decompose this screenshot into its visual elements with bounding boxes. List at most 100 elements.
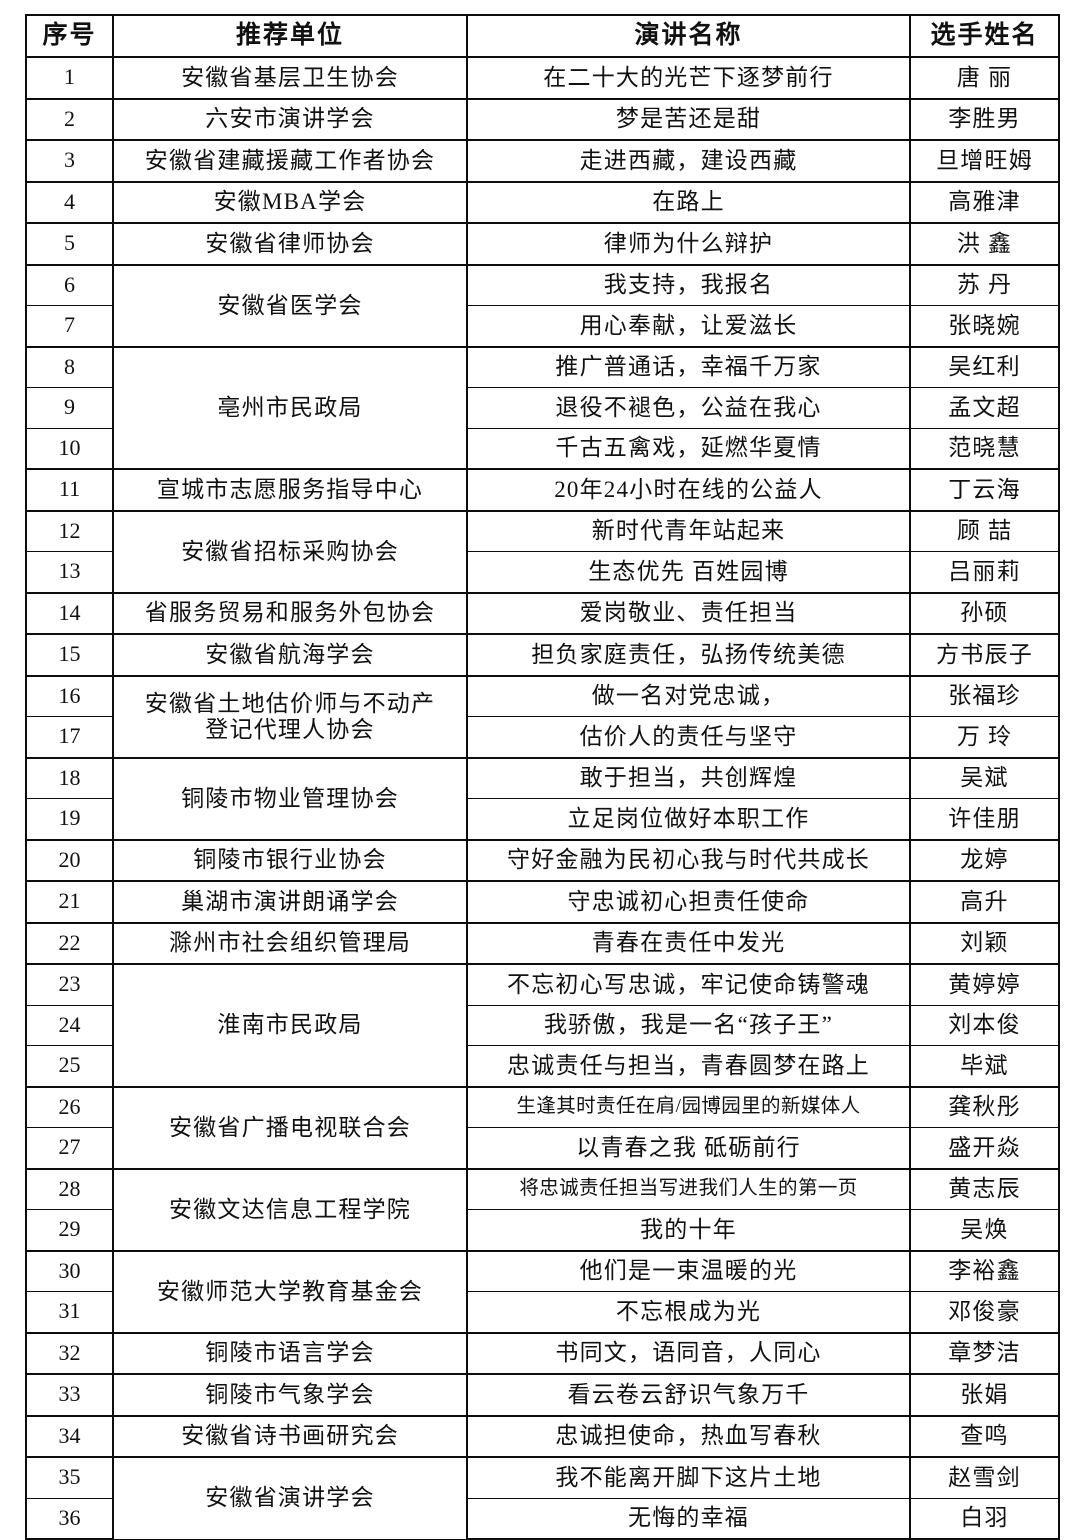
cell-seq: 26 [25,1085,114,1128]
cell-seq: 33 [25,1373,114,1416]
cell-seq: 13 [25,551,114,593]
table-row: 5 安徽省律师协会 律师为什么辩护洪 鑫 [25,222,1060,265]
cell-speech-title: 生态优先 百姓园博 [466,551,911,593]
cell-contestant-name: 孙硕 [909,591,1060,635]
cell-contestant-name: 张福珍 [909,674,1060,717]
cell-contestant-name: 张娟 [909,1373,1060,1416]
cell-organization: 安徽省医学会 [112,263,468,347]
cell-contestant-name: 吴红利 [909,345,1060,388]
table-row: 12 安徽省招标采购协会 新时代青年站起来顾 喆 [25,509,1060,593]
cell-speech-title: 忠诚责任与担当，青春圆梦在路上 [466,1045,911,1087]
table-row: 1 安徽省基层卫生协会 在二十大的光芒下逐梦前行唐 丽 [25,56,1060,99]
cell-seq: 34 [25,1414,114,1458]
cell-speech-title: 我的十年 [466,1209,911,1251]
cell-seq: 2 [25,97,114,141]
cell-seq: 19 [25,798,114,840]
cell-contestant-name: 许佳朋 [909,798,1060,840]
cell-organization: 淮南市民政局 [112,963,468,1087]
cell-seq: 15 [25,633,114,676]
cell-contestant-name: 洪 鑫 [909,222,1060,265]
table-row: 30 安徽师范大学教育基金会 他们是一束温暖的光 李裕鑫 [25,1249,1060,1333]
cell-contestant-name: 旦增旺姆 [909,139,1060,182]
cell-contestant-name: 方书辰子 [909,633,1060,676]
cell-contestant-name: 高升 [909,880,1060,923]
cell-seq: 10 [25,427,114,470]
cell-organization: 安徽省律师协会 [112,222,468,265]
cell-organization: 铜陵市物业管理协会 [112,756,468,840]
cell-organization: 安徽省诗书画研究会 [112,1414,468,1458]
cell-seq: 11 [25,468,114,511]
cell-organization: 铜陵市银行业协会 [112,838,468,882]
cell-contestant-name: 张晓婉 [909,305,1060,347]
cell-seq: 7 [25,305,114,347]
cell-speech-title: 20年24小时在线的公益人 [466,468,911,511]
cell-contestant-name: 吴焕 [909,1209,1060,1251]
table-row: 31 不忘根成为光 邓俊豪 [25,1291,1060,1333]
table-row: 2 六安市演讲学会 梦是苦还是甜 李胜男 [25,97,1060,141]
cell-seq: 9 [25,387,114,429]
cell-organization: 安徽省建藏援藏工作者协会 [112,139,468,182]
cell-contestant-name: 苏 丹 [909,263,1060,306]
table-row: 6 安徽省医学会 我支持，我报名苏 丹 [25,263,1060,347]
cell-seq: 25 [25,1045,114,1087]
cell-speech-title: 推广普通话，幸福千万家 [466,345,911,388]
cell-organization: 安徽MBA学会 [112,180,468,224]
cell-seq: 24 [25,1004,114,1046]
cell-contestant-name: 顾 喆 [909,509,1060,552]
cell-contestant-name: 李裕鑫 [909,1249,1060,1292]
cell-contestant-name: 龚秋彤 [909,1085,1060,1128]
cell-organization: 铜陵市气象学会 [112,1373,468,1416]
table-row: 18 铜陵市物业管理协会 敢于担当，共创辉煌 吴斌 [25,756,1060,840]
cell-speech-title: 退役不褪色，公益在我心 [466,387,911,429]
contestant-roster-table: 序号 推荐单位 演讲名称 选手姓名 1 安徽省基层卫生协会 在二十大的光芒下逐梦前行… [25,14,1060,1540]
cell-organization: 安徽师范大学教育基金会 [112,1249,468,1333]
table-header-row: 序号 推荐单位 演讲名称 选手姓名 [25,14,1060,58]
cell-contestant-name: 刘颖 [909,921,1060,965]
cell-seq: 6 [25,263,114,306]
cell-contestant-name: 龙婷 [909,838,1060,882]
cell-seq: 36 [25,1497,114,1540]
cell-organization: 安徽省演讲学会 [112,1456,468,1540]
table-row: 14 省服务贸易和服务外包协会 爱岗敬业、责任担当 孙硕 [25,591,1060,635]
cell-contestant-name: 丁云海 [909,468,1060,511]
table-row: 4 安徽MBA学会 在路上 高雅津 [25,180,1060,224]
cell-speech-title: 我骄傲，我是一名“孩子王” [466,1004,911,1046]
cell-contestant-name: 赵雪剑 [909,1456,1060,1499]
column-header-title: 演讲名称 [466,14,911,58]
cell-contestant-name: 邓俊豪 [909,1291,1060,1333]
cell-speech-title: 敢于担当，共创辉煌 [466,756,911,799]
cell-speech-title: 梦是苦还是甜 [466,97,911,141]
cell-organization: 安徽省广播电视联合会 [112,1085,468,1169]
cell-seq: 5 [25,222,114,265]
cell-speech-title: 用心奉献，让爱滋长 [466,305,911,347]
table-body: 1 安徽省基层卫生协会 在二十大的光芒下逐梦前行唐 丽 2 六安市演讲学会 梦是苦还是甜李… [25,56,1060,1540]
cell-speech-title: 走进西藏，建设西藏 [466,139,911,182]
cell-seq: 29 [25,1209,114,1251]
cell-seq: 23 [25,963,114,1006]
cell-seq: 16 [25,674,114,717]
cell-contestant-name: 白羽 [909,1497,1060,1540]
cell-speech-title: 做一名对党忠诚， [466,674,911,717]
table-row: 32 铜陵市语言学会 书同文，语同音，人同心 章梦洁 [25,1331,1060,1375]
cell-seq: 3 [25,139,114,182]
organization-line-1: 安徽省土地估价师与不动产 [144,690,436,716]
table-row: 17 估价人的责任与坚守万 玲 [25,716,1060,758]
cell-seq: 17 [25,716,114,758]
cell-speech-title: 他们是一束温暖的光 [466,1249,911,1292]
table-row: 9 退役不褪色，公益在我心 孟文超 [25,387,1060,429]
cell-seq: 21 [25,880,114,923]
cell-speech-title: 不忘根成为光 [466,1291,911,1333]
cell-speech-title: 在二十大的光芒下逐梦前行 [466,56,911,99]
cell-organization: 铜陵市语言学会 [112,1331,468,1375]
cell-speech-title: 无悔的幸福 [466,1497,911,1540]
cell-contestant-name: 黄志辰 [909,1167,1060,1210]
cell-speech-title: 爱岗敬业、责任担当 [466,591,911,635]
cell-seq: 31 [25,1291,114,1333]
table-row: 16 安徽省土地估价师与不动产 登记代理人协会 做一名对党忠诚， 张福珍 [25,674,1060,758]
cell-speech-title: 将忠诚责任担当写进我们人生的第一页 [466,1167,911,1210]
cell-speech-title: 新时代青年站起来 [466,509,911,552]
cell-contestant-name: 李胜男 [909,97,1060,141]
cell-contestant-name: 章梦洁 [909,1331,1060,1375]
cell-speech-title: 千古五禽戏，延燃华夏情 [466,427,911,470]
